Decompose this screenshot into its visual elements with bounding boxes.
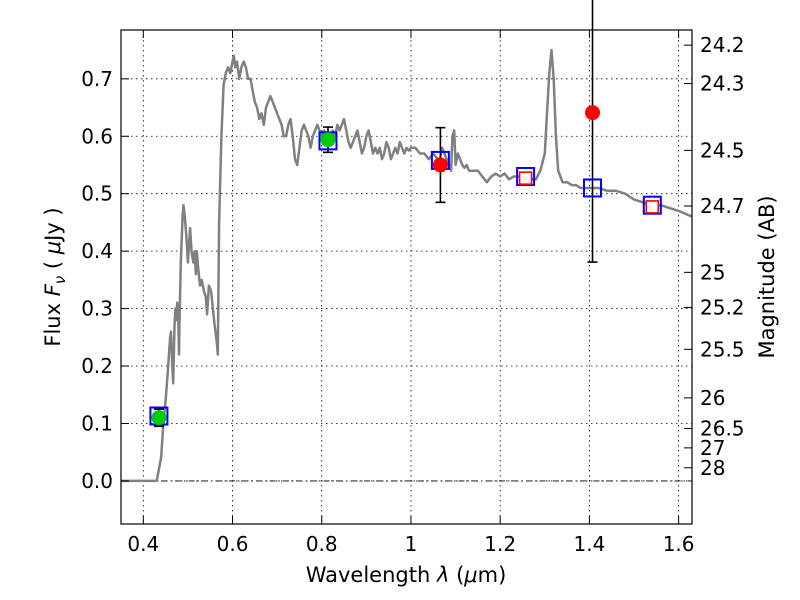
plot-area xyxy=(121,0,693,483)
y2-tick-label: 25.2 xyxy=(700,295,745,319)
x-tick-label: 0.4 xyxy=(127,532,159,556)
observed-flux-circle-marker xyxy=(432,157,448,173)
x-tick-label: 1.4 xyxy=(573,532,605,556)
x-tick-label: 0.6 xyxy=(217,532,249,556)
y-tick-label: 0.3 xyxy=(81,297,113,321)
y-tick-label: 0.7 xyxy=(81,67,113,91)
y2-tick-label: 25.5 xyxy=(700,337,745,361)
y-tick-label: 0.5 xyxy=(81,182,113,206)
y2-tick-label: 24.7 xyxy=(700,194,745,218)
y-tick-label: 0.2 xyxy=(81,354,113,378)
y2-tick-label: 25 xyxy=(700,260,725,284)
upper-limit-open-square-marker xyxy=(518,171,533,185)
axes: 0.4 0.6 0.8 1 1.2 1.4 1.6 0.0 0.1 0.2 0.3 0.4 0.5 0.6… xyxy=(81,30,745,556)
model-spectrum-line xyxy=(121,48,693,483)
x-tick-label: 1.6 xyxy=(663,532,695,556)
grid-lines xyxy=(121,30,692,524)
y-axis-label: Flux Fν ( μJy ) xyxy=(41,207,69,346)
y2-axis-label: Magnitude (AB) xyxy=(755,195,779,358)
y2-tick-label: 28 xyxy=(700,456,725,480)
y2-tick-label: 26.5 xyxy=(700,417,745,441)
x-tick-label: 1 xyxy=(405,532,418,556)
y-tick-label: 0.6 xyxy=(81,124,113,148)
x-axis-label: Wavelength λ (μm) xyxy=(306,563,507,587)
y2-tick-label: 24.3 xyxy=(700,71,745,95)
y-tick-label: 0.1 xyxy=(81,411,113,435)
x-tick-label: 1.2 xyxy=(484,532,516,556)
axes-frame xyxy=(120,29,693,525)
model-flux-square-marker xyxy=(583,178,603,198)
observed-flux-circle-marker xyxy=(585,105,601,121)
x-tick-label: 0.8 xyxy=(306,532,338,556)
y2-tick-label: 24.2 xyxy=(700,33,745,57)
y2-tick-label: 26 xyxy=(700,386,725,410)
y-tick-label: 0.4 xyxy=(81,239,113,263)
y-tick-label: 0.0 xyxy=(81,469,113,493)
y2-tick-label: 24.5 xyxy=(700,138,745,162)
observed-flux-circle-marker xyxy=(151,410,167,426)
observed-flux-circle-marker xyxy=(320,132,336,148)
upper-limit-open-square-marker xyxy=(645,200,660,214)
y2-tick-label: 27 xyxy=(700,436,725,460)
